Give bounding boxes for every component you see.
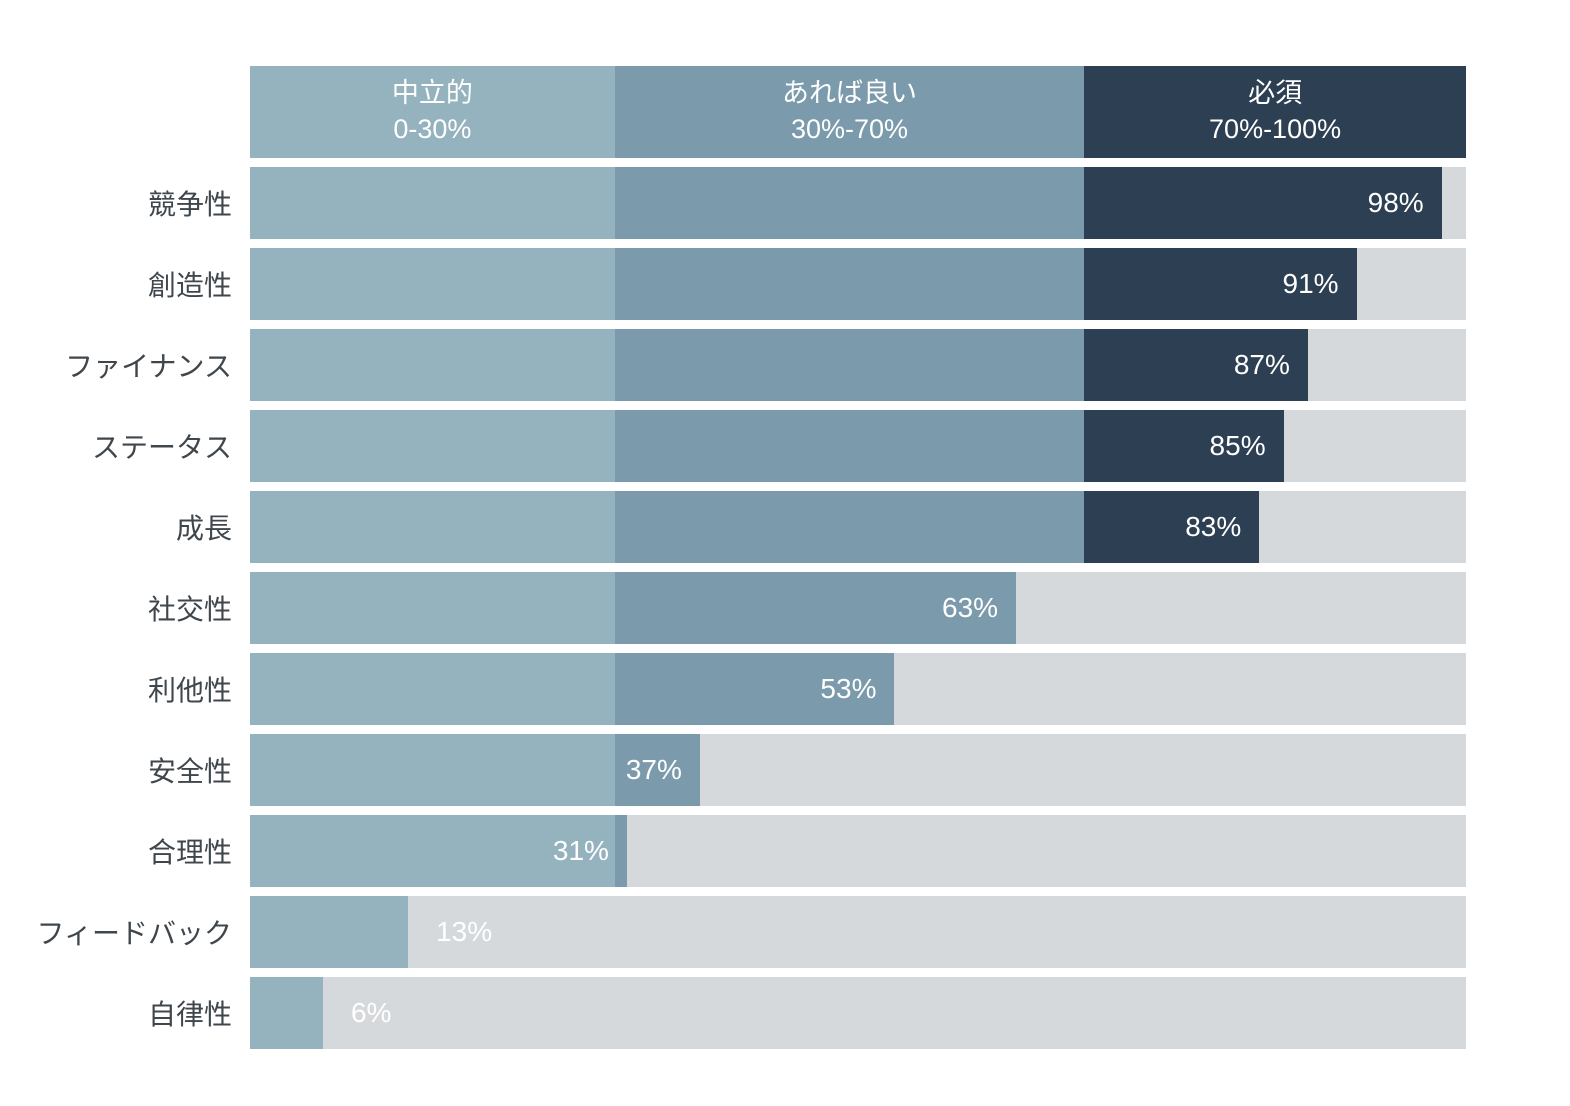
bar-segment-1 (614, 815, 627, 887)
bar-segment-0 (250, 572, 615, 644)
value-label: 85% (1209, 430, 1266, 461)
legend-zone-nice-to-have: あれば良い 30%-70% (614, 66, 1085, 158)
chart-row: 成長 83% (0, 491, 1466, 563)
category-label: ファイナンス (65, 351, 232, 382)
category-label: 合理性 (147, 837, 232, 868)
bar-segment-0 (250, 977, 323, 1049)
legend-zones-strip: 中立的 0-30% あれば良い 30%-70% 必須 70%-100% (250, 66, 1466, 158)
bar-segment-2 (1084, 491, 1260, 563)
chart-row: 安全性 37% (0, 734, 1466, 806)
legend-zone-required: 必須 70%-100% (1084, 66, 1466, 158)
value-label: 83% (1185, 511, 1242, 542)
chart-row: 創造性 91% (0, 248, 1466, 320)
category-label: 創造性 (147, 270, 232, 301)
bar-segment-0 (250, 248, 615, 320)
legend-zone-nice-to-have-label: あれば良い (781, 78, 917, 109)
bar-segment-2 (1084, 167, 1442, 239)
value-label: 37% (625, 754, 682, 785)
bar-segment-1 (614, 248, 1085, 320)
bar-track: 63% (250, 572, 1466, 644)
value-label: 13% (436, 916, 493, 947)
chart-row: ファイナンス 87% (0, 329, 1466, 401)
bar-segment-2 (1084, 329, 1308, 401)
bar-segment-0 (250, 815, 615, 887)
category-label: 利他性 (147, 675, 232, 706)
legend-zone-neutral-label: 中立的 (391, 78, 473, 109)
legend-zone-required-label: 必須 (1248, 78, 1303, 109)
bar-track: 31% (250, 815, 1466, 887)
chart-row: フィードバック 13% (0, 896, 1466, 968)
value-label: 98% (1367, 187, 1424, 218)
bar-segment-1 (614, 329, 1085, 401)
bar-segment-0 (250, 167, 615, 239)
legend-zone-required-range: 70%-100% (1209, 114, 1342, 144)
bar-segment-1 (614, 491, 1085, 563)
bar-segment-0 (250, 734, 615, 806)
category-label: 成長 (175, 513, 232, 544)
bar-segment-1 (614, 572, 1017, 644)
bar-track: 83% (250, 491, 1466, 563)
bar-segment-1 (614, 653, 895, 725)
value-label: 53% (820, 673, 877, 704)
bar-segment-1 (614, 734, 700, 806)
value-label: 87% (1233, 349, 1290, 380)
bar-segment-0 (250, 410, 615, 482)
bar-segment-0 (250, 896, 409, 968)
category-label: フィードバック (36, 918, 232, 949)
bar-track: 6% (250, 977, 1466, 1049)
value-label: 6% (350, 997, 392, 1028)
bar-rows: 競争性 98% 創造性 91% ファイナンス 87% ステータス 85% 成長 83% 社交性 63%… (0, 167, 1466, 1049)
category-label: 社交性 (147, 594, 232, 625)
chart-row: 利他性 53% (0, 653, 1466, 725)
bar-track: 53% (250, 653, 1466, 725)
legend-zone-nice-to-have-range: 30%-70% (790, 114, 909, 144)
bar-segment-1 (614, 410, 1085, 482)
chart-row: 社交性 63% (0, 572, 1466, 644)
bar-segment-1 (614, 167, 1085, 239)
chart-row: 競争性 98% (0, 167, 1466, 239)
category-label: 自律性 (147, 999, 232, 1030)
bar-track: 91% (250, 248, 1466, 320)
chart-row: 自律性 6% (0, 977, 1466, 1049)
chart-row: ステータス 85% (0, 410, 1466, 482)
bar-track: 87% (250, 329, 1466, 401)
zone-legend: 中立的 0-30% あれば良い 30%-70% 必須 70%-100% (0, 66, 1466, 158)
bar-segment-0 (250, 329, 615, 401)
legend-zone-neutral-range: 0-30% (393, 114, 472, 144)
legend-zone-neutral: 中立的 0-30% (250, 66, 615, 158)
bar-track: 85% (250, 410, 1466, 482)
value-label: 91% (1282, 268, 1339, 299)
bar-segment-2 (1084, 248, 1357, 320)
bar-segment-2 (1084, 410, 1284, 482)
category-label: ステータス (91, 432, 232, 463)
bar-track: 98% (250, 167, 1466, 239)
legend-label-spacer (0, 66, 250, 158)
bar-segment-0 (250, 491, 615, 563)
value-label: 31% (552, 835, 609, 866)
value-label: 63% (942, 592, 999, 623)
bar-track: 37% (250, 734, 1466, 806)
category-label: 競争性 (147, 189, 232, 220)
category-label: 安全性 (147, 756, 232, 787)
bar-segment-0 (250, 653, 615, 725)
bar-track: 13% (250, 896, 1466, 968)
chart-row: 合理性 31% (0, 815, 1466, 887)
